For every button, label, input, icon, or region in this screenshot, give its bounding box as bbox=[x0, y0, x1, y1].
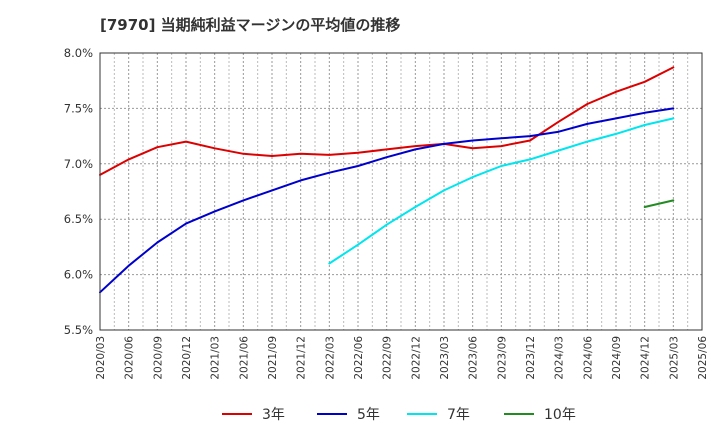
x-tick-label: 2024/09 bbox=[611, 336, 623, 380]
series-line bbox=[99, 107, 675, 294]
x-tick-label: 2024/06 bbox=[582, 336, 594, 380]
chart-title: [7970] 当期純利益マージンの平均値の推移 bbox=[100, 16, 400, 34]
y-tick-label: 6.0% bbox=[64, 268, 93, 282]
x-tick-label: 2021/12 bbox=[296, 336, 308, 380]
series-lines bbox=[99, 66, 675, 294]
y-tick-label: 8.0% bbox=[64, 46, 93, 60]
x-tick-label: 2025/03 bbox=[668, 336, 680, 380]
x-tick-label: 2023/06 bbox=[468, 336, 480, 380]
x-tick-label: 2021/09 bbox=[267, 336, 279, 380]
plot-frame bbox=[99, 52, 703, 331]
x-tick-label: 2020/06 bbox=[124, 336, 136, 380]
series-line bbox=[99, 66, 675, 176]
x-tick-label: 2020/12 bbox=[181, 336, 193, 380]
x-tick-label: 2025/06 bbox=[697, 336, 709, 380]
legend-label: 5年 bbox=[357, 407, 380, 423]
x-tick-label: 2022/09 bbox=[382, 336, 394, 380]
y-tick-label: 7.5% bbox=[64, 101, 93, 115]
y-tick-label: 6.5% bbox=[64, 212, 93, 226]
x-tick-label: 2023/12 bbox=[525, 336, 537, 380]
y-tick-label: 7.0% bbox=[64, 157, 93, 171]
x-tick-label: 2022/03 bbox=[324, 336, 336, 380]
gridlines bbox=[100, 53, 702, 330]
legend: 3年 5年 7年 10年 bbox=[222, 407, 576, 423]
x-tick-label: 2020/03 bbox=[95, 336, 107, 380]
x-tick-label: 2024/12 bbox=[640, 336, 652, 380]
legend-label: 7年 bbox=[447, 407, 470, 423]
plot-area bbox=[99, 52, 703, 331]
x-tick-label: 2020/09 bbox=[152, 336, 164, 380]
x-tick-label: 2022/12 bbox=[410, 336, 422, 380]
x-axis-ticks: 2020/03 2020/06 2020/09 2020/12 2021/03 2021/… bbox=[95, 336, 709, 380]
legend-label: 3年 bbox=[262, 407, 285, 423]
y-tick-label: 5.5% bbox=[64, 323, 93, 337]
x-tick-label: 2021/06 bbox=[238, 336, 250, 380]
y-axis-ticks: 8.0% 7.5% 7.0% 6.5% 6.0% 5.5% bbox=[64, 46, 93, 337]
x-tick-label: 2024/03 bbox=[554, 336, 566, 380]
x-tick-label: 2023/03 bbox=[439, 336, 451, 380]
x-tick-label: 2022/06 bbox=[353, 336, 365, 380]
series-line bbox=[328, 117, 675, 265]
series-line bbox=[643, 199, 675, 208]
legend-label: 10年 bbox=[544, 407, 576, 423]
x-tick-label: 2023/09 bbox=[496, 336, 508, 380]
x-tick-label: 2021/03 bbox=[210, 336, 222, 380]
